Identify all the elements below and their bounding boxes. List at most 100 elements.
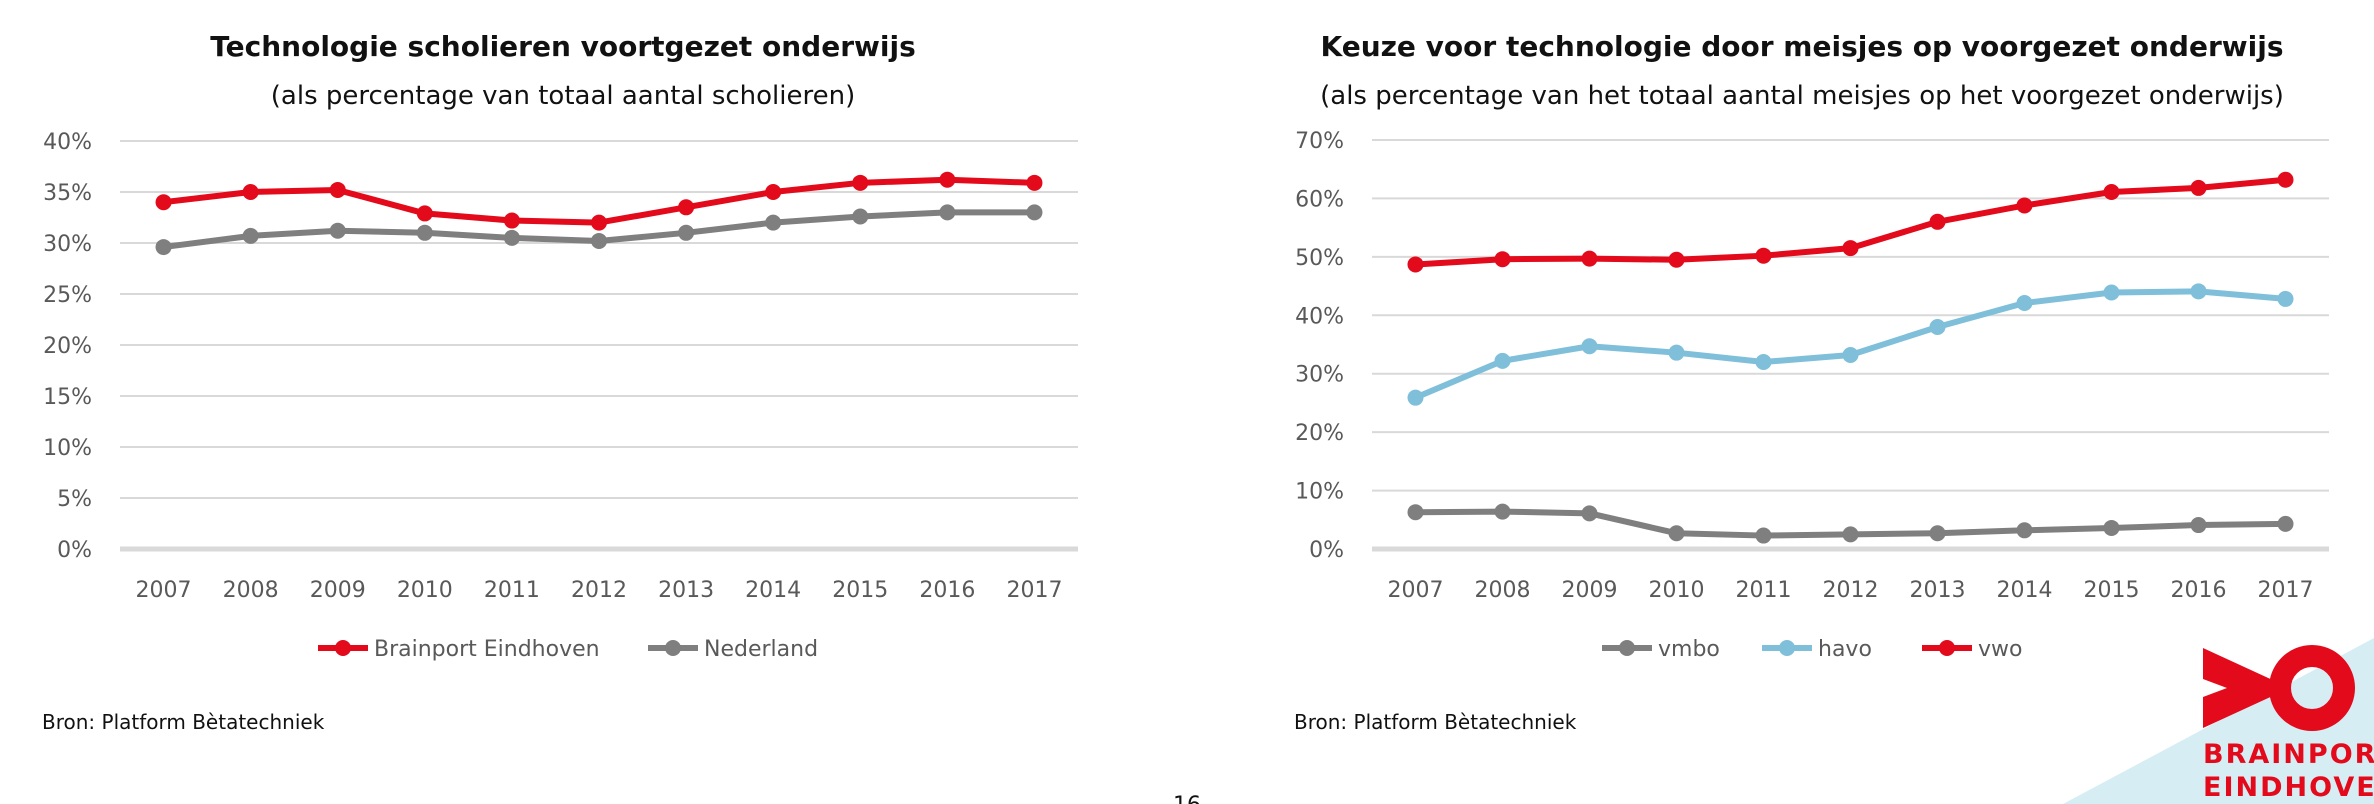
data-point	[1668, 251, 1685, 268]
y-tick-label: 30%	[43, 232, 92, 257]
legend-item: Brainport Eindhoven	[318, 637, 600, 662]
data-point	[1494, 503, 1511, 520]
logo-background-triangle	[2063, 638, 2374, 804]
x-tick-label: 2009	[1562, 578, 1618, 603]
data-point	[1581, 250, 1598, 267]
data-point	[765, 184, 782, 200]
chart-subtitle: (als percentage van het totaal aantal me…	[1320, 81, 2284, 111]
chart-title: Technologie scholieren voortgezet onderw…	[210, 30, 916, 63]
data-point	[678, 199, 695, 216]
series-vwo	[1407, 171, 2294, 273]
data-point	[1668, 344, 1685, 361]
data-point	[242, 184, 259, 200]
y-tick-label: 0%	[57, 538, 92, 563]
data-point	[1755, 527, 1772, 544]
legend-marker	[1619, 640, 1635, 656]
data-point	[2016, 522, 2033, 539]
data-point	[1929, 318, 1946, 335]
data-point	[242, 227, 259, 244]
x-tick-label: 2007	[136, 578, 192, 603]
legend-label: Nederland	[704, 637, 818, 662]
data-point	[1494, 251, 1511, 268]
y-tick-label: 40%	[43, 130, 92, 155]
data-point	[1929, 213, 1946, 230]
data-point	[1494, 352, 1511, 369]
y-tick-label: 25%	[43, 283, 92, 308]
data-point	[852, 208, 869, 225]
source-note: Bron: Platform Bètatechniek	[42, 710, 325, 734]
logo-text-line2: EINDHOVEN	[2203, 772, 2374, 803]
x-tick-label: 2017	[1006, 578, 1062, 603]
series-vmbo	[1407, 503, 2294, 544]
data-point	[1929, 525, 1946, 542]
data-point	[155, 194, 172, 211]
y-tick-label: 20%	[1295, 421, 1344, 446]
chart-2: Keuze voor technologie door meisjes op v…	[1294, 30, 2329, 734]
data-point	[1407, 504, 1424, 521]
y-tick-label: 20%	[43, 334, 92, 359]
legend-marker	[1939, 640, 1955, 656]
y-tick-label: 60%	[1295, 187, 1344, 212]
data-point	[852, 174, 869, 191]
y-tick-label: 5%	[57, 487, 92, 512]
x-tick-label: 2011	[1736, 578, 1792, 603]
y-tick-label: 70%	[1295, 129, 1344, 154]
x-tick-label: 2014	[745, 578, 801, 603]
x-tick-label: 2014	[1997, 578, 2053, 603]
data-point	[1581, 505, 1598, 522]
data-point	[939, 171, 956, 188]
legend-item: Nederland	[648, 637, 818, 662]
data-point	[1026, 204, 1043, 221]
x-tick-label: 2008	[223, 578, 279, 603]
data-point	[155, 239, 172, 256]
legend-marker	[665, 640, 681, 656]
x-tick-label: 2017	[2258, 578, 2314, 603]
data-point	[1026, 174, 1043, 191]
data-point	[416, 224, 433, 241]
data-point	[765, 214, 782, 231]
x-tick-label: 2010	[1649, 578, 1705, 603]
series-nederland	[155, 204, 1043, 256]
y-tick-label: 35%	[43, 181, 92, 206]
legend-marker	[335, 640, 351, 656]
data-point	[2016, 197, 2033, 214]
legend-label: vmbo	[1658, 637, 1720, 662]
data-point	[2103, 284, 2120, 301]
x-tick-label: 2016	[2171, 578, 2227, 603]
data-point	[2016, 295, 2033, 312]
x-tick-label: 2016	[919, 578, 975, 603]
data-point	[591, 214, 607, 231]
source-note: Bron: Platform Bètatechniek	[1294, 710, 1577, 734]
logo-arrow-icon	[2203, 648, 2290, 728]
legend-item: vwo	[1922, 637, 2022, 662]
data-point	[939, 204, 956, 221]
chart-subtitle: (als percentage van totaal aantal scholi…	[271, 81, 855, 111]
data-point	[329, 222, 346, 239]
data-point	[1407, 389, 1424, 406]
data-point	[1755, 354, 1772, 371]
legend: vmbo havo vwo	[1602, 637, 2022, 662]
page-number: 16	[1173, 793, 1201, 804]
legend-item: vmbo	[1602, 637, 1720, 662]
legend-item: havo	[1762, 637, 1872, 662]
y-tick-label: 0%	[1309, 538, 1344, 563]
logo-ring-icon	[2269, 645, 2355, 731]
y-tick-label: 15%	[43, 385, 92, 410]
data-point	[1842, 347, 1859, 364]
brainport-logo: BRAINPORT EINDHOVEN	[2063, 638, 2374, 804]
series-line	[1414, 288, 2286, 401]
data-point	[329, 181, 346, 198]
x-tick-label: 2009	[310, 578, 366, 603]
legend-marker	[1779, 640, 1795, 656]
data-point	[1842, 240, 1859, 257]
x-tick-label: 2015	[832, 578, 888, 603]
series-brainport-eindhoven	[155, 171, 1043, 231]
data-point	[2190, 283, 2207, 300]
data-point	[1668, 525, 1685, 542]
chart-1: Technologie scholieren voortgezet onderw…	[42, 30, 1078, 734]
legend-label: vwo	[1978, 637, 2022, 662]
data-point	[2103, 184, 2120, 201]
x-tick-label: 2012	[571, 578, 627, 603]
data-point	[591, 232, 607, 249]
y-tick-label: 10%	[1295, 480, 1344, 505]
